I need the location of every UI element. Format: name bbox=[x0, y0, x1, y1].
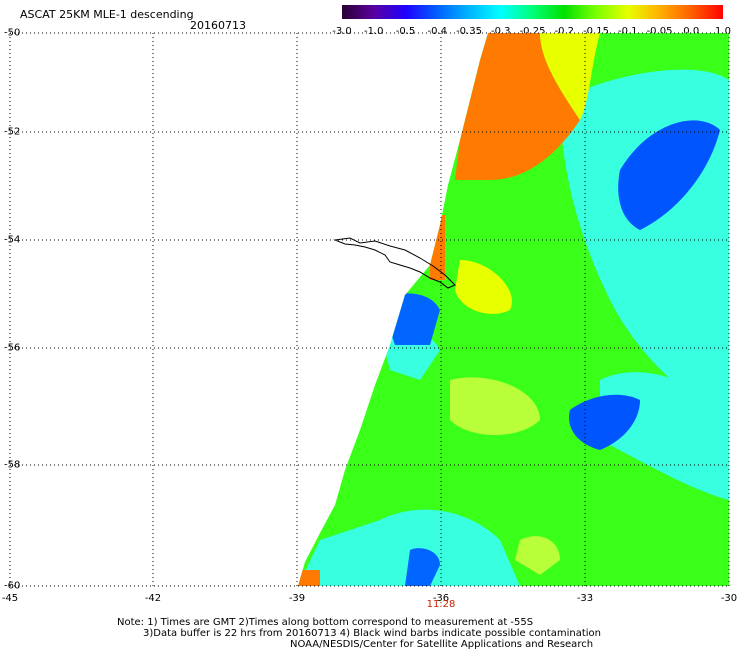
note-line-2: 3)Data buffer is 22 hrs from 20160713 4)… bbox=[143, 628, 601, 639]
colorbar-tick-label: -0.5 bbox=[395, 26, 416, 37]
coastline bbox=[333, 237, 456, 289]
colorbar-tick-label: -0.2 bbox=[554, 26, 575, 37]
colorbar-tick-label: -0.4 bbox=[427, 26, 448, 37]
lon-label: -45 bbox=[1, 593, 19, 604]
note-line-1: Note: 1) Times are GMT 2)Times along bot… bbox=[117, 617, 534, 628]
lon-label: -42 bbox=[144, 593, 162, 604]
colorbar-tick-label: 1.0 bbox=[715, 26, 731, 37]
lat-label: -50 bbox=[4, 27, 21, 39]
lat-label: -54 bbox=[4, 234, 21, 246]
colorbar-gradient bbox=[342, 5, 723, 19]
colorbar bbox=[342, 5, 723, 19]
lat-label: -60 bbox=[4, 580, 21, 592]
lon-label: -39 bbox=[288, 593, 306, 604]
colorbar-tick-label: -0.3 bbox=[490, 26, 511, 37]
colorbar-tick-label: -0.25 bbox=[519, 26, 546, 37]
colorbar-tick-label: -0.1 bbox=[617, 26, 638, 37]
colorbar-tick-label: -0.35 bbox=[456, 26, 482, 37]
lon-label: -33 bbox=[576, 593, 594, 604]
grid bbox=[9, 32, 730, 587]
colorbar-tick-label: -0.15 bbox=[583, 26, 609, 37]
colorbar-tick-label: -3.0 bbox=[332, 26, 352, 37]
map-title: ASCAT 25KM MLE-1 descending bbox=[20, 8, 194, 21]
pass-time-label: 11:28 bbox=[426, 599, 456, 610]
colorbar-tick-label: -1.0 bbox=[363, 26, 384, 37]
map-date: 20160713 bbox=[190, 19, 246, 32]
lon-label: -36 bbox=[432, 593, 450, 604]
lat-label: -56 bbox=[4, 342, 21, 354]
colorbar-tick-label: -0.05 bbox=[646, 26, 673, 37]
lon-label: -30 bbox=[720, 593, 738, 604]
lat-label: -52 bbox=[4, 126, 21, 138]
lat-label: -58 bbox=[4, 459, 21, 471]
colorbar-tick-label: 0.0 bbox=[683, 26, 700, 37]
credit-line: NOAA/NESDIS/Center for Satellite Applica… bbox=[290, 639, 594, 650]
